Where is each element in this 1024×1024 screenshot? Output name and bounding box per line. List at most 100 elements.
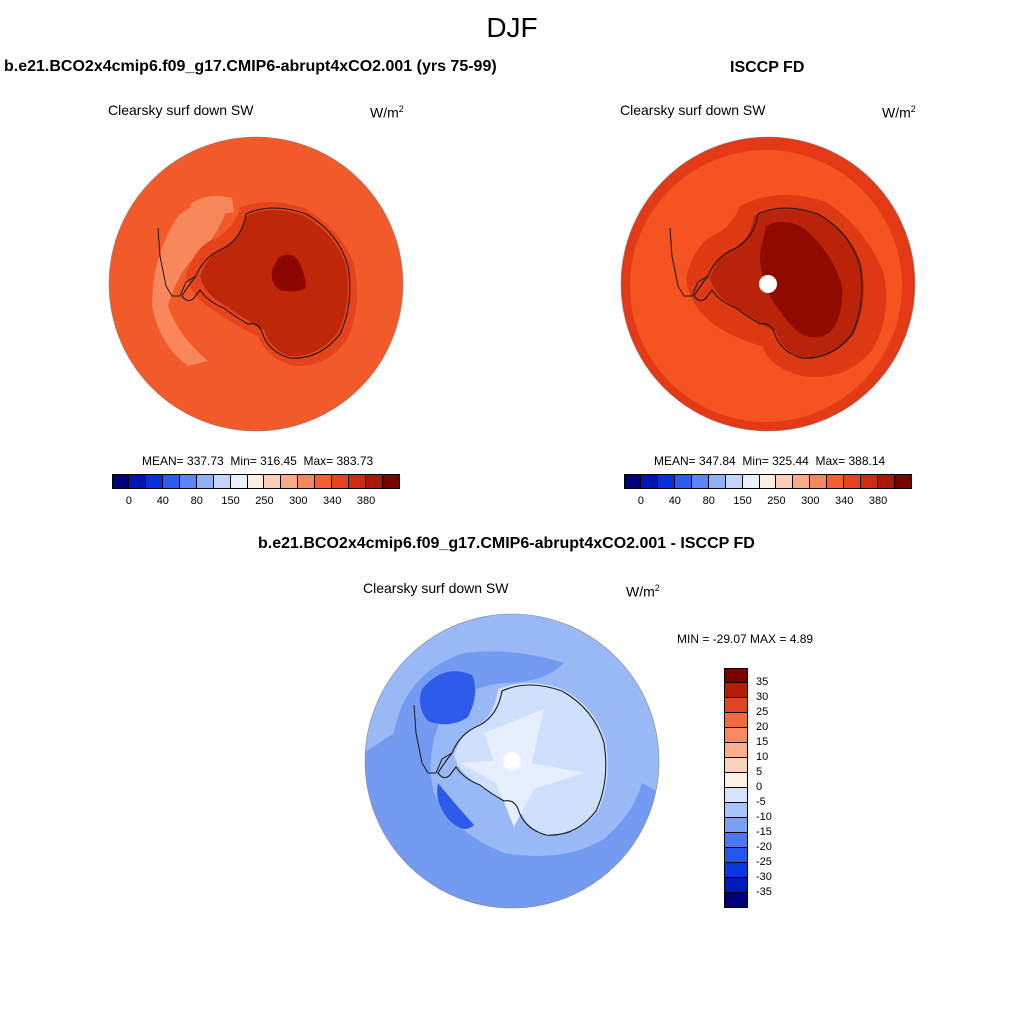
left-colorbar-box <box>162 474 180 489</box>
right-colorbar-box <box>624 474 641 489</box>
diff-map-boundary <box>364 613 660 909</box>
left-colorbar-label: 80 <box>190 495 203 507</box>
right-stats: MEAN= 347.84 Min= 325.44 Max= 388.14 <box>654 454 886 468</box>
diff-colorbar-label: -20 <box>756 841 772 853</box>
diff-colorbar-label: -30 <box>756 871 772 883</box>
right-colorbar-label: 340 <box>835 495 854 507</box>
right-colorbar-box <box>691 474 709 489</box>
right-colorbar-box <box>844 474 862 489</box>
left-colorbar-label: 40 <box>156 495 169 507</box>
diff-colorbar-labels: 35 30 25 20 15 10 5 0 -5 -10 -15 -20 -25 -30 -35 <box>756 668 796 908</box>
diff-colorbar-label: 30 <box>756 691 769 703</box>
diff-colorbar-box <box>724 878 748 893</box>
left-colorbar-box <box>332 474 350 489</box>
right-colorbar-box <box>759 474 777 489</box>
right-colorbar-box <box>674 474 692 489</box>
right-map-peninsula <box>669 227 709 297</box>
left-min-value: 316.45 <box>260 454 297 468</box>
right-colorbar-box <box>895 474 912 489</box>
right-colorbar-box <box>725 474 743 489</box>
left-colorbar-box <box>145 474 163 489</box>
diff-colorbar-box <box>724 833 748 848</box>
diff-colorbar-box <box>724 713 748 728</box>
right-colorbar-box <box>657 474 675 489</box>
right-colorbar <box>624 474 912 489</box>
diff-colorbar-label: -15 <box>756 826 772 838</box>
left-colorbar-labels: 0 40 80 150 250 300 340 380 <box>112 495 400 509</box>
diff-colorbar-box <box>724 743 748 758</box>
diff-units: W/m2 <box>626 583 660 600</box>
right-colorbar-label: 40 <box>668 495 681 507</box>
right-colorbar-label: 0 <box>637 495 644 507</box>
right-variable-name: Clearsky surf down SW <box>620 102 766 118</box>
diff-colorbar-box <box>724 788 748 803</box>
left-max-value: 383.73 <box>336 454 374 468</box>
diff-colorbar-label: -25 <box>756 856 772 868</box>
right-colorbar-label: 250 <box>767 495 786 507</box>
diff-colorbar-box <box>724 803 748 818</box>
diff-colorbar-box <box>724 668 748 683</box>
right-colorbar-label: 150 <box>733 495 752 507</box>
left-units: W/m2 <box>370 104 404 121</box>
right-map-boundary <box>620 136 916 432</box>
right-colorbar-labels: 0 40 80 150 250 300 340 380 <box>624 495 912 509</box>
right-colorbar-box <box>640 474 658 489</box>
right-min-value: 325.44 <box>772 454 809 468</box>
left-map-contour-low <box>152 203 228 366</box>
diff-colorbar-label: 15 <box>756 736 769 748</box>
left-colorbar-label: 250 <box>255 495 274 507</box>
diff-colorbar <box>724 668 748 908</box>
left-case-title: b.e21.BCO2x4cmip6.f09_g17.CMIP6-abrupt4x… <box>4 58 497 75</box>
left-colorbar-box <box>298 474 316 489</box>
left-map-plateau-max <box>271 254 306 292</box>
diff-minmax: MIN = -29.07 MAX = 4.89 <box>677 632 814 646</box>
right-units: W/m2 <box>882 104 916 121</box>
diff-map-strong-negative-east <box>437 783 474 829</box>
left-colorbar-label: 0 <box>125 495 132 507</box>
right-map-pole-hole <box>759 275 777 293</box>
right-mean-value: 347.84 <box>699 454 736 468</box>
diff-colorbar-label: -35 <box>756 886 772 898</box>
right-colorbar-box <box>878 474 896 489</box>
left-mean-value: 337.73 <box>187 454 224 468</box>
season-title: DJF <box>486 12 538 43</box>
diff-colorbar-label: -10 <box>756 811 772 823</box>
left-colorbar-box <box>315 474 333 489</box>
left-colorbar-box <box>281 474 299 489</box>
right-max-value: 388.14 <box>848 454 886 468</box>
diff-map-peninsula <box>413 704 453 774</box>
right-colorbar-box <box>776 474 794 489</box>
right-colorbar-label: 80 <box>702 495 715 507</box>
diff-map-pole-hole <box>503 752 521 770</box>
diff-case-title: b.e21.BCO2x4cmip6.f09_g17.CMIP6-abrupt4x… <box>258 535 755 552</box>
left-colorbar-box <box>383 474 400 489</box>
left-map-boundary <box>108 136 404 432</box>
diff-colorbar-box <box>724 863 748 878</box>
diff-colorbar-label: 25 <box>756 706 769 718</box>
left-colorbar-box <box>128 474 146 489</box>
diff-colorbar-box <box>724 728 748 743</box>
right-map-plateau-max <box>760 221 843 338</box>
left-colorbar-box <box>230 474 248 489</box>
diff-colorbar-box <box>724 683 748 698</box>
left-stats: MEAN= 337.73 Min= 316.45 Max= 383.73 <box>142 454 374 468</box>
right-colorbar-label: 300 <box>801 495 820 507</box>
right-colorbar-box <box>708 474 726 489</box>
left-colorbar <box>112 474 400 489</box>
diff-colorbar-label: -5 <box>756 796 766 808</box>
diff-colorbar-label: 10 <box>756 751 769 763</box>
left-colorbar-label: 150 <box>221 495 240 507</box>
right-colorbar-box <box>810 474 828 489</box>
left-colorbar-label: 300 <box>289 495 308 507</box>
diff-variable-name: Clearsky surf down SW <box>363 580 509 596</box>
left-colorbar-label: 380 <box>356 495 376 507</box>
left-colorbar-box <box>366 474 384 489</box>
left-map-peninsula <box>157 227 197 297</box>
left-colorbar-label: 340 <box>323 495 342 507</box>
diff-colorbar-label: 35 <box>756 676 769 688</box>
diff-colorbar-box <box>724 893 748 908</box>
diff-map-strong-negative <box>420 671 476 725</box>
diff-map-near-zero <box>460 709 584 827</box>
left-colorbar-box <box>349 474 367 489</box>
left-colorbar-box <box>213 474 231 489</box>
